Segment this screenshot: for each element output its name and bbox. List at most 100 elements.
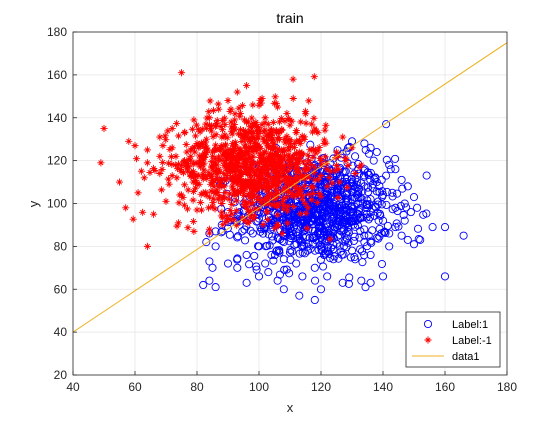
data-point-asterisk xyxy=(210,182,218,191)
data-point-circle xyxy=(388,188,397,197)
data-point-asterisk xyxy=(308,183,316,191)
data-point-asterisk xyxy=(301,200,309,208)
data-point-asterisk xyxy=(158,186,166,194)
data-point-asterisk xyxy=(227,153,235,161)
data-point-asterisk xyxy=(310,169,318,177)
data-point-asterisk xyxy=(274,181,282,189)
data-point-asterisk xyxy=(246,123,254,131)
data-point-asterisk xyxy=(140,174,148,182)
data-point-asterisk xyxy=(273,187,281,195)
x-tick-label: 120 xyxy=(311,380,331,394)
data-point-circle xyxy=(349,217,358,226)
data-point-asterisk xyxy=(164,127,172,135)
data-point-asterisk xyxy=(236,168,244,176)
data-point-asterisk xyxy=(309,189,317,198)
data-point-asterisk xyxy=(220,182,228,190)
data-point-asterisk xyxy=(321,126,329,134)
data-point-asterisk xyxy=(266,172,274,180)
data-point-asterisk xyxy=(173,174,181,182)
data-point-circle xyxy=(326,205,336,214)
data-point-asterisk xyxy=(220,175,228,183)
data-point-asterisk xyxy=(229,139,237,147)
data-point-circle xyxy=(233,255,242,264)
data-point-circle xyxy=(397,231,406,240)
data-point-asterisk xyxy=(278,126,286,134)
data-point-circle xyxy=(349,208,358,217)
data-point-asterisk xyxy=(257,197,265,205)
data-point-circle xyxy=(353,190,362,200)
data-point-asterisk xyxy=(262,182,270,190)
data-point-circle xyxy=(440,272,450,281)
data-point-asterisk xyxy=(262,184,271,192)
data-point-asterisk xyxy=(273,172,281,180)
data-point-asterisk xyxy=(229,161,237,170)
data-point-asterisk xyxy=(247,166,255,174)
data-point-asterisk xyxy=(293,177,301,185)
data-point-asterisk xyxy=(190,143,198,151)
data-point-asterisk xyxy=(274,179,282,187)
data-point-circle xyxy=(356,204,365,213)
data-point-asterisk xyxy=(255,193,263,201)
data-point-circle xyxy=(373,200,382,209)
data-point-circle xyxy=(357,179,366,188)
data-point-asterisk xyxy=(275,171,284,179)
data-point-asterisk xyxy=(205,108,213,116)
data-point-asterisk xyxy=(237,148,246,156)
data-point-asterisk xyxy=(167,153,175,161)
data-point-circle xyxy=(331,220,340,229)
data-point-asterisk xyxy=(295,168,303,176)
data-point-asterisk xyxy=(238,176,246,184)
data-point-asterisk xyxy=(191,159,199,167)
legend-label: Label:-1 xyxy=(452,335,492,347)
data-point-asterisk xyxy=(201,151,209,159)
data-point-asterisk xyxy=(215,192,223,200)
data-point-asterisk xyxy=(263,139,271,148)
data-point-circle xyxy=(374,234,383,243)
data-point-asterisk xyxy=(274,222,283,230)
data-point-asterisk xyxy=(230,176,238,184)
data-point-asterisk xyxy=(314,175,322,184)
data-point-asterisk xyxy=(183,205,192,213)
data-point-circle xyxy=(340,207,349,216)
data-point-asterisk xyxy=(251,191,259,199)
data-point-asterisk xyxy=(183,164,191,172)
data-point-asterisk xyxy=(281,152,289,160)
data-point-circle xyxy=(366,278,375,287)
data-point-circle xyxy=(350,252,359,262)
data-point-circle xyxy=(310,295,319,305)
data-point-asterisk xyxy=(156,169,164,178)
data-point-asterisk xyxy=(195,152,203,160)
x-tick-label: 80 xyxy=(190,380,204,394)
data-point-asterisk xyxy=(243,181,251,190)
data-point-circle xyxy=(199,280,208,290)
data-point-asterisk xyxy=(212,141,220,149)
data-point-asterisk xyxy=(302,119,310,127)
data-point-asterisk xyxy=(283,132,291,140)
data-point-circle xyxy=(324,229,333,238)
data-point-asterisk xyxy=(194,125,202,133)
data-point-asterisk xyxy=(221,131,229,139)
data-point-asterisk xyxy=(202,144,211,152)
data-point-circle xyxy=(406,208,415,217)
data-point-asterisk xyxy=(198,156,206,164)
data-point-asterisk xyxy=(240,116,249,124)
data-point-asterisk xyxy=(248,158,256,166)
data-point-circle xyxy=(459,231,468,240)
data-point-circle xyxy=(344,238,353,247)
data-point-asterisk xyxy=(264,120,272,128)
data-point-circle xyxy=(382,200,391,210)
data-point-asterisk xyxy=(274,103,282,111)
data-point-asterisk xyxy=(209,133,217,141)
data-point-asterisk xyxy=(195,159,203,167)
data-point-asterisk xyxy=(296,136,304,145)
data-point-asterisk xyxy=(258,121,266,129)
x-axis-label: x xyxy=(287,400,294,415)
data-point-circle xyxy=(422,171,431,180)
data-point-asterisk xyxy=(228,200,236,209)
data-point-asterisk xyxy=(351,169,359,178)
data-point-asterisk xyxy=(202,120,210,128)
data-point-asterisk xyxy=(207,187,215,195)
data-point-asterisk xyxy=(239,127,248,135)
data-point-circle xyxy=(300,222,309,231)
data-point-circle xyxy=(340,167,349,176)
